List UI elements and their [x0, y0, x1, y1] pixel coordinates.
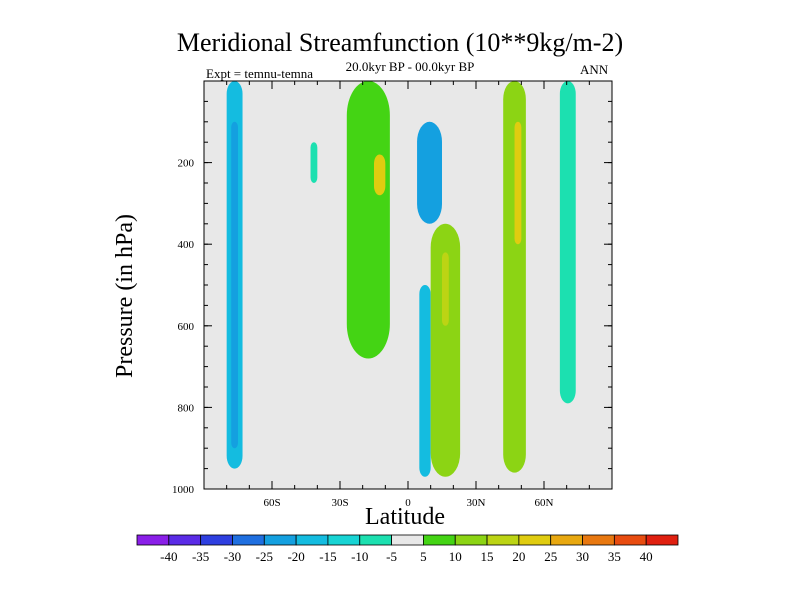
region-sh-mid-cyan — [310, 142, 318, 183]
x-tick-label: 30N — [467, 497, 486, 509]
colorbar-swatch — [295, 534, 329, 546]
colorbar-label: -25 — [256, 549, 273, 564]
colorbar-label: 10 — [449, 549, 462, 564]
region-sh-subtropic-green — [346, 81, 390, 359]
y-tick-label: 600 — [178, 321, 195, 333]
season-label: ANN — [580, 62, 609, 77]
x-tick-label: 60N — [535, 497, 554, 509]
region-nh-tropic-green — [430, 223, 461, 477]
colorbar-label: -15 — [319, 549, 336, 564]
y-tick-label: 1000 — [172, 484, 195, 496]
colorbar-label: 30 — [576, 549, 589, 564]
colorbar-label: 20 — [512, 549, 525, 564]
y-tick-label: 800 — [178, 402, 195, 414]
colorbar-label: -5 — [386, 549, 397, 564]
region-nh-mid-core — [514, 121, 522, 245]
colorbar-label: 25 — [544, 549, 557, 564]
colorbar-swatch — [232, 534, 265, 546]
y-tick-label: 400 — [178, 239, 195, 251]
colorbar-label: -30 — [224, 549, 241, 564]
region-nh-high-cyan — [559, 81, 576, 404]
chart-title: Meridional Streamfunction (10**9kg/m-2) — [176, 28, 624, 57]
colorbar-swatch — [582, 534, 615, 546]
x-axis-title: Latitude — [365, 504, 445, 530]
experiment-label: Expt = temnu-temna — [206, 66, 313, 81]
colorbar-swatch — [136, 534, 170, 546]
colorbar-swatch — [645, 534, 679, 546]
colorbar-swatch — [454, 534, 488, 546]
x-tick-label: 0 — [405, 497, 411, 509]
x-tick-label: 30S — [331, 497, 348, 509]
colorbar-swatch — [168, 534, 202, 546]
region-sh-subtropic-max — [374, 154, 386, 196]
colorbar-swatch — [518, 534, 552, 546]
colorbar-swatch — [423, 534, 456, 546]
colorbar-label: 5 — [420, 549, 427, 564]
colorbar-label: 40 — [640, 549, 653, 564]
plot-background — [204, 81, 612, 489]
y-tick-label: 200 — [178, 158, 195, 170]
colorbar-label: -20 — [287, 549, 304, 564]
region-sh-polar-core — [231, 121, 238, 449]
colorbar-swatch — [263, 534, 297, 546]
colorbar-label: -10 — [351, 549, 368, 564]
colorbar-label: -35 — [192, 549, 209, 564]
colorbar-swatch — [613, 534, 647, 546]
colorbar-swatch — [486, 534, 520, 546]
region-eq-blue — [417, 121, 442, 224]
colorbar-swatch — [359, 534, 392, 546]
colorbar-label: 35 — [608, 549, 621, 564]
colorbar-swatch — [550, 534, 583, 546]
x-tick-label: 60S — [263, 497, 280, 509]
chart-subtitle: 20.0kyr BP - 00.0kyr BP — [345, 59, 475, 74]
colorbar-swatch — [391, 534, 424, 546]
region-eq-lower-blue — [419, 285, 431, 477]
colorbar-swatch — [327, 534, 361, 546]
colorbar-swatch — [200, 534, 233, 546]
colorbar-label: 15 — [481, 549, 494, 564]
colorbar-label: -40 — [160, 549, 177, 564]
region-nh-tropic-core — [442, 252, 449, 326]
